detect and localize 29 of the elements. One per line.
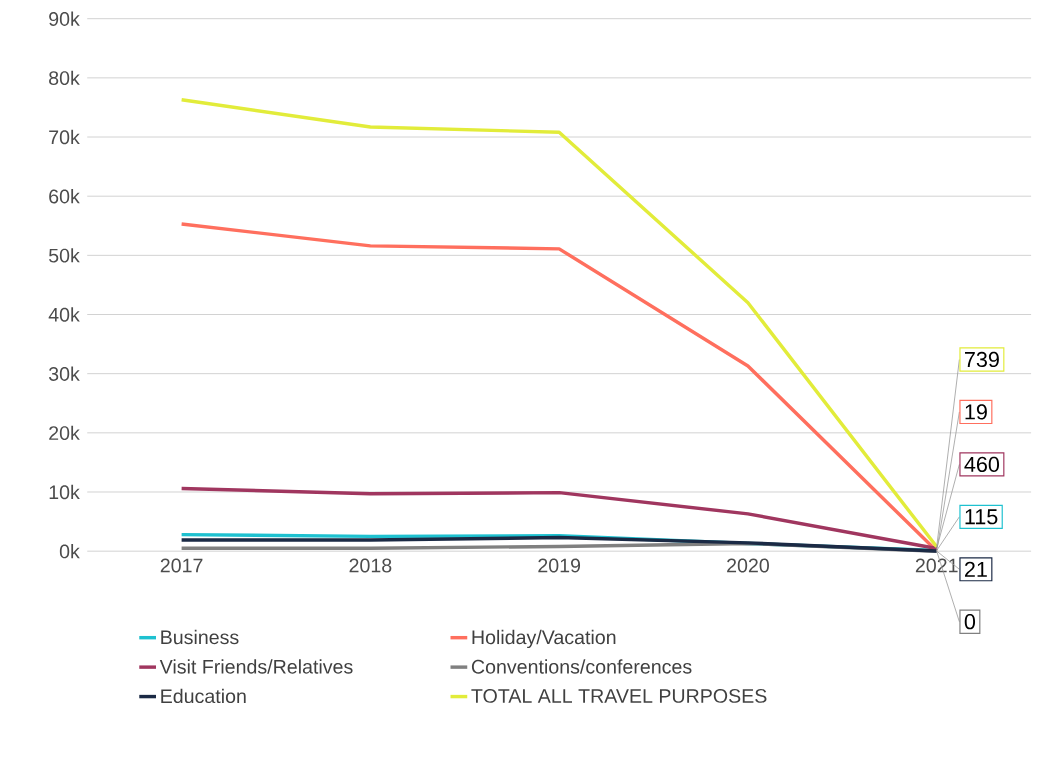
y-tick-label: 50k [48,248,80,263]
x-tick-label: 2020 [727,558,769,573]
line-series [179,486,939,551]
y-tick-label: 30k [48,366,80,381]
legend-label: Education [161,688,246,704]
data-label: 115 [965,509,998,525]
y-tick-label: 40k [48,307,80,322]
x-tick-label: 2021 [915,558,958,573]
y-tick-label: 10k [49,484,80,500]
y-tick-label: 70k [49,129,80,145]
legend-label: Visit Friends/Relatives [159,659,353,674]
y-tick-label: 0k [59,544,80,559]
y-tick-label: 60k [49,189,80,204]
data-label: 739 [965,351,999,368]
legend-label: TOTAL ALL TRAVEL PURPOSES [471,689,767,703]
data-label: 0 [964,614,976,630]
y-tick-label: 90k [49,11,80,26]
x-tick-label: 2017 [160,558,203,573]
data-label: 21 [964,561,987,577]
legend-label: Holiday/Vacation [472,629,616,649]
data-label: 19 [965,404,987,420]
y-tick-label: 80k [49,70,80,86]
data-label: 460 [964,456,1000,473]
legend-label: Conventions/conferences [471,659,692,674]
x-tick-label: 2019 [538,558,581,573]
line-series [179,98,939,549]
legend-label: Business [161,629,239,645]
y-tick-label: 20k [49,425,80,441]
x-tick-label: 2018 [349,558,392,573]
